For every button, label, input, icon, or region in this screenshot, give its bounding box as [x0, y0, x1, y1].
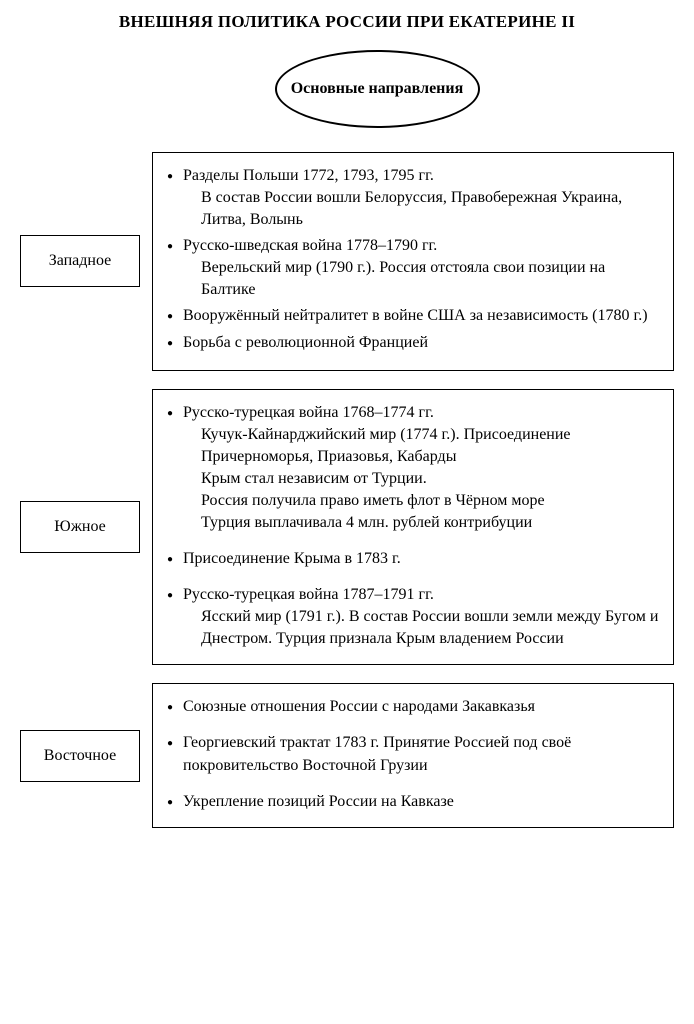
- item-sub: Кучук-Кайнарджийский мир (1774 г.). Прис…: [183, 424, 659, 468]
- page-title: ВНЕШНЯЯ ПОЛИТИКА РОССИИ ПРИ ЕКАТЕРИНЕ II: [20, 12, 674, 32]
- item-head: Георгиевский трактат 1783 г. Принятие Ро…: [183, 734, 571, 773]
- item-sub: Турция выплачивала 4 млн. рублей контриб…: [183, 512, 659, 534]
- direction-label: Южное: [20, 501, 140, 553]
- item-head: Русско-турецкая война 1787–1791 гг.: [183, 586, 434, 603]
- content-box: Русско-турецкая война 1768–1774 гг. Кучук…: [152, 389, 674, 666]
- item-sub: Крым стал независим от Турции.: [183, 468, 659, 490]
- item-sub: Ясский мир (1791 г.). В состав России во…: [183, 606, 659, 650]
- list-item: Русско-шведская война 1778–1790 гг. Верел…: [167, 235, 659, 301]
- list-item: Вооружённый нейтралитет в войне США за н…: [167, 305, 659, 327]
- item-sub: В состав России вошли Белоруссия, Правоб…: [183, 187, 659, 231]
- direction-label: Восточное: [20, 730, 140, 782]
- list-item: Русско-турецкая война 1787–1791 гг. Ясски…: [167, 584, 659, 650]
- item-head: Разделы Польши 1772, 1793, 1795 гг.: [183, 167, 434, 184]
- section-южное: Южное Русско-турецкая война 1768–1774 гг.…: [20, 389, 674, 666]
- list-item: Союзные отношения России с народами Зака…: [167, 696, 659, 718]
- list-item: Разделы Польши 1772, 1793, 1795 гг. В сос…: [167, 165, 659, 231]
- item-head: Русско-турецкая война 1768–1774 гг.: [183, 404, 434, 421]
- content-box: Разделы Польши 1772, 1793, 1795 гг. В сос…: [152, 152, 674, 371]
- list-item: Георгиевский трактат 1783 г. Принятие Ро…: [167, 732, 659, 776]
- item-head: Союзные отношения России с народами Зака…: [183, 698, 535, 715]
- item-head: Борьба с революционной Францией: [183, 334, 428, 351]
- list-item: Борьба с революционной Францией: [167, 332, 659, 354]
- item-head: Присоединение Крыма в 1783 г.: [183, 550, 401, 567]
- item-sub: Верельский мир (1790 г.). Россия отстоял…: [183, 257, 659, 301]
- list-item: Присоединение Крыма в 1783 г.: [167, 548, 659, 570]
- section-восточное: Восточное Союзные отношения России с наро…: [20, 683, 674, 827]
- item-head: Вооружённый нейтралитет в войне США за н…: [183, 307, 648, 324]
- center-container: Основные направления: [80, 50, 674, 128]
- direction-label: Западное: [20, 235, 140, 287]
- list-item: Укрепление позиций России на Кавказе: [167, 791, 659, 813]
- item-head: Укрепление позиций России на Кавказе: [183, 793, 454, 810]
- center-ellipse: Основные направления: [275, 50, 480, 128]
- content-box: Союзные отношения России с народами Зака…: [152, 683, 674, 827]
- section-западное: Западное Разделы Польши 1772, 1793, 1795 …: [20, 152, 674, 371]
- list-item: Русско-турецкая война 1768–1774 гг. Кучук…: [167, 402, 659, 534]
- item-head: Русско-шведская война 1778–1790 гг.: [183, 237, 437, 254]
- item-sub: Россия получила право иметь флот в Чёрно…: [183, 490, 659, 512]
